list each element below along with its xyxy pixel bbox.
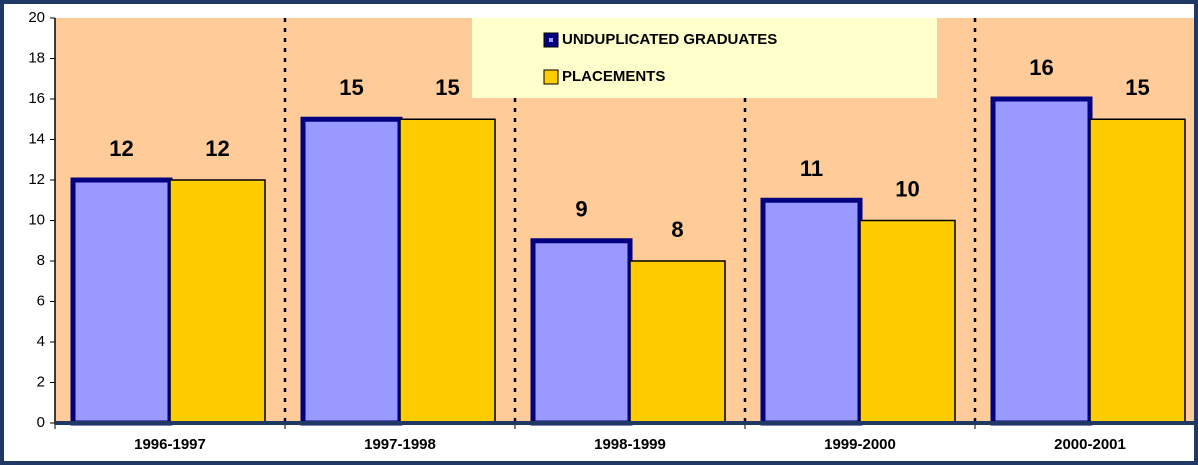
x-tick-label: 1999-2000 bbox=[824, 436, 896, 453]
data-label: 12 bbox=[109, 136, 133, 161]
data-label: 9 bbox=[575, 197, 587, 222]
bar bbox=[70, 177, 173, 426]
bar bbox=[530, 238, 633, 426]
y-tick-label: 10 bbox=[28, 211, 45, 228]
y-tick-label: 12 bbox=[28, 171, 45, 188]
x-tick-label: 1996-1997 bbox=[134, 436, 206, 453]
x-tick-label: 1997-1998 bbox=[364, 436, 436, 453]
legend bbox=[472, 18, 937, 98]
data-label: 15 bbox=[435, 75, 459, 100]
x-tick-label: 1998-1999 bbox=[594, 436, 666, 453]
legend-label: UNDUPLICATED GRADUATES bbox=[562, 31, 777, 48]
data-label: 12 bbox=[205, 136, 229, 161]
y-tick-label: 4 bbox=[37, 333, 45, 350]
y-tick-label: 8 bbox=[37, 252, 45, 269]
data-label: 15 bbox=[339, 75, 363, 100]
y-tick-label: 2 bbox=[37, 373, 45, 390]
data-label: 15 bbox=[1125, 75, 1149, 100]
y-tick-label: 0 bbox=[37, 414, 45, 431]
data-label: 8 bbox=[671, 217, 683, 242]
bar bbox=[1089, 118, 1186, 424]
data-label: 16 bbox=[1029, 55, 1053, 80]
y-tick-label: 14 bbox=[28, 130, 45, 147]
bar bbox=[399, 118, 496, 424]
data-label: 10 bbox=[895, 176, 919, 201]
y-tick-label: 6 bbox=[37, 292, 45, 309]
data-label: 11 bbox=[800, 156, 823, 181]
y-tick-label: 18 bbox=[28, 49, 45, 66]
bar bbox=[629, 260, 726, 424]
bar bbox=[760, 197, 863, 426]
bar bbox=[300, 116, 403, 426]
bar bbox=[990, 96, 1093, 426]
legend-swatch-inner bbox=[549, 38, 553, 42]
legend-label: PLACEMENTS bbox=[562, 68, 665, 85]
y-tick-label: 16 bbox=[28, 90, 45, 107]
legend-swatch bbox=[543, 69, 559, 85]
y-tick-label: 20 bbox=[28, 9, 45, 26]
bar bbox=[859, 219, 956, 424]
x-tick-label: 2000-2001 bbox=[1054, 436, 1126, 453]
bar bbox=[169, 179, 266, 424]
